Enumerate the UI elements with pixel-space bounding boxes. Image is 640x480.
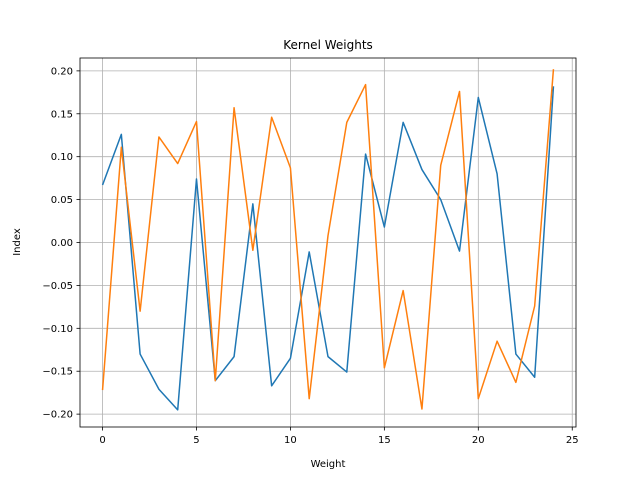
y-tick-label: −0.10 xyxy=(42,324,73,335)
x-tick-label: 10 xyxy=(284,435,297,446)
y-tick-label: 0.05 xyxy=(51,195,73,206)
series-line-2 xyxy=(101,69,555,410)
y-tick-label: 0.10 xyxy=(51,152,73,163)
chart-title: Kernel Weights xyxy=(283,38,373,52)
y-tick-label: 0.15 xyxy=(51,109,73,120)
grid xyxy=(80,58,576,427)
y-tick-label: 0.20 xyxy=(51,66,73,77)
y-tick-label: −0.15 xyxy=(42,367,73,378)
y-tick-label: −0.20 xyxy=(42,410,73,421)
x-tick-label: 5 xyxy=(193,435,199,446)
series-group xyxy=(101,69,555,411)
ticks: 0 5 10 15 20 25 −0.20 −0.15 −0.10 −0.05 0.00 0.05 0.… xyxy=(42,66,578,446)
x-axis-label: Weight xyxy=(311,459,346,470)
y-tick-label: 0.00 xyxy=(51,238,73,249)
x-tick-label: 20 xyxy=(472,435,485,446)
y-axis-label: Index xyxy=(12,228,23,256)
series-line-1 xyxy=(101,86,555,411)
y-tick-label: −0.05 xyxy=(42,281,73,292)
x-tick-label: 25 xyxy=(566,435,579,446)
x-tick-label: 15 xyxy=(378,435,391,446)
x-tick-label: 0 xyxy=(99,435,105,446)
